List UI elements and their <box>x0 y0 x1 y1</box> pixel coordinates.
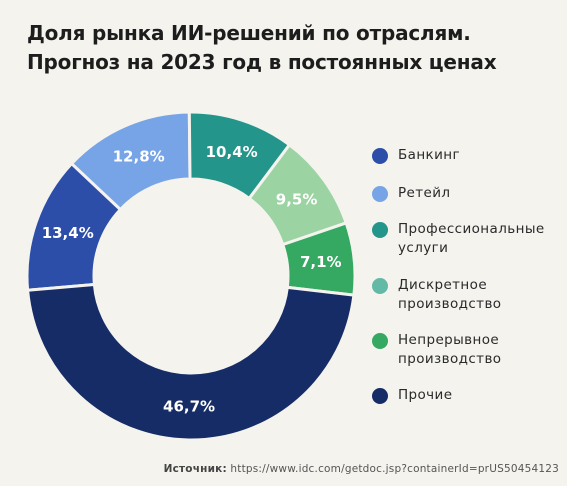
legend-item-2: Профессиональные услуги <box>372 220 545 258</box>
legend-label: Банкинг <box>398 146 460 165</box>
legend-swatch <box>372 222 388 238</box>
slice-5 <box>25 282 356 442</box>
legend-label-line: производство <box>398 296 502 312</box>
slice-label-4: 7,1% <box>300 253 342 271</box>
legend-label: Профессиональные услуги <box>398 220 545 258</box>
legend-label: Прочие <box>398 386 452 405</box>
title-line-2: Прогноз на 2023 год в постоянных ценах <box>27 50 497 74</box>
legend-item-1: Ретейл <box>372 184 450 203</box>
legend-item-5: Прочие <box>372 386 452 405</box>
legend-label-line: Ретейл <box>398 185 451 201</box>
legend-label-line: Дискретное <box>398 277 488 293</box>
legend-swatch <box>372 333 388 349</box>
legend-label-line: Прочие <box>398 387 453 403</box>
legend-item-0: Банкинг <box>372 146 460 165</box>
chart-title: Доля рынка ИИ-решений по отраслям. Прогн… <box>27 19 547 77</box>
legend-label-line: Банкинг <box>398 147 461 163</box>
legend-item-4: Непрерывное производство <box>372 331 501 369</box>
legend-label: Ретейл <box>398 184 450 203</box>
legend-label-line: Профессиональные <box>398 221 545 237</box>
slice-label-5: 46,7% <box>163 397 215 415</box>
legend-label: Непрерывное производство <box>398 331 501 369</box>
legend-swatch <box>372 148 388 164</box>
legend-swatch <box>372 388 388 404</box>
legend-label-line: Непрерывное <box>398 332 500 348</box>
title-line-1: Доля рынка ИИ-решений по отраслям. <box>27 21 471 45</box>
source-note: Источник: https://www.idc.com/getdoc.jsp… <box>164 463 559 475</box>
source-label: Источник: <box>163 463 227 475</box>
slice-label-3: 9,5% <box>276 190 318 208</box>
source-url: https://www.idc.com/getdoc.jsp?container… <box>230 463 559 475</box>
legend-label: Дискретное производство <box>398 276 501 314</box>
slice-label-1: 12,8% <box>113 147 165 165</box>
legend-item-3: Дискретное производство <box>372 276 501 314</box>
legend-swatch <box>372 278 388 294</box>
slice-label-2: 10,4% <box>206 143 258 161</box>
legend-label-line: производство <box>398 351 502 367</box>
legend-label-line: услуги <box>398 240 449 256</box>
legend-swatch <box>372 186 388 202</box>
slice-label-0: 13,4% <box>42 224 94 242</box>
